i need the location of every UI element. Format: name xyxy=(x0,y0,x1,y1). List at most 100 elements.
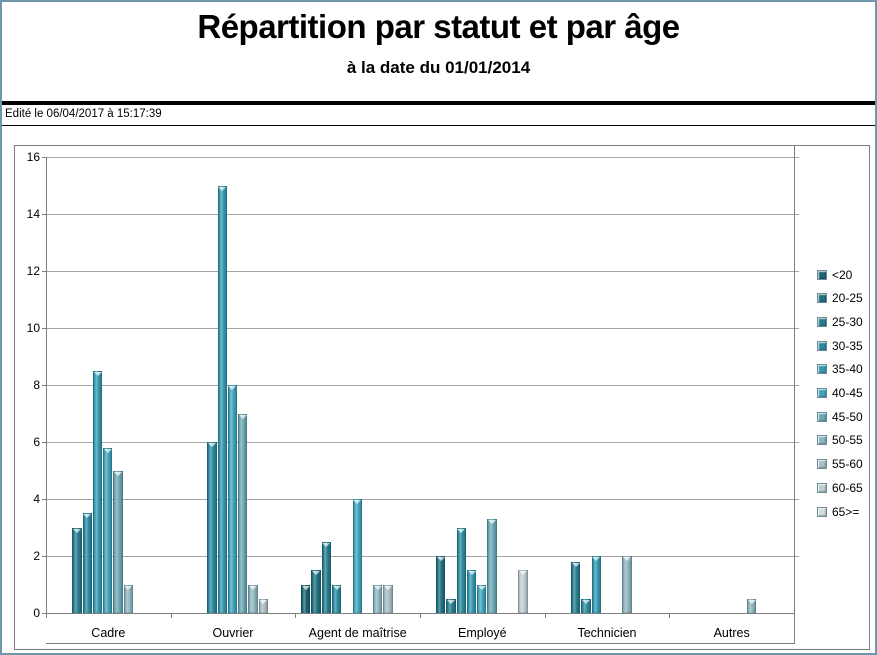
bar xyxy=(72,527,82,613)
bar xyxy=(227,385,238,613)
bar-top-highlight xyxy=(114,471,123,476)
legend-item: 50-55 xyxy=(817,433,863,448)
bar xyxy=(383,584,393,613)
legend-item: 45-50 xyxy=(817,409,863,424)
legend-label: 20-25 xyxy=(832,291,863,306)
bar xyxy=(446,598,456,613)
legend-swatch xyxy=(817,482,827,493)
bar xyxy=(301,584,311,613)
legend-item: <20 xyxy=(817,267,853,282)
legend-swatch xyxy=(817,388,827,398)
x-axis-tick xyxy=(669,613,671,618)
legend-swatch xyxy=(817,364,827,375)
x-axis-category-label: Ouvrier xyxy=(212,626,254,640)
bar-top-highlight xyxy=(353,500,362,504)
plot-frame-right xyxy=(794,146,795,644)
bar-top-highlight xyxy=(207,443,216,447)
chart: 0 2 4 6 8 10 12 14 16 Cadre Ouvrier Agent de maîtri… xyxy=(14,145,870,650)
bar-top-highlight xyxy=(446,599,455,604)
legend-label: 40-45 xyxy=(832,386,863,400)
page-subtitle: à la date du 01/01/2014 xyxy=(346,58,531,77)
y-axis-tick xyxy=(42,327,46,329)
y-axis-tick-label: 2 xyxy=(33,549,40,563)
bar-top-highlight xyxy=(436,557,445,561)
bar xyxy=(217,185,227,613)
legend-label: 65>= xyxy=(832,504,860,519)
bar-top-highlight xyxy=(93,371,102,376)
bar-top-highlight xyxy=(384,585,393,590)
bar-top-highlight xyxy=(83,514,92,519)
legend-item: 55-60 xyxy=(817,457,863,472)
y-axis-tick-label: 4 xyxy=(33,492,40,506)
bar-top-highlight xyxy=(477,585,486,590)
legend-swatch xyxy=(817,435,827,446)
x-axis-category-label: Cadre xyxy=(91,626,126,640)
legend-label: 60-65 xyxy=(832,480,863,495)
y-axis-tick-label: 8 xyxy=(33,378,40,392)
gridline xyxy=(46,213,799,215)
legend-item: 40-45 xyxy=(817,386,863,400)
bar xyxy=(103,447,113,613)
legend-swatch xyxy=(817,293,827,304)
legend-item: 65>= xyxy=(817,504,860,519)
y-axis-tick-label: 16 xyxy=(26,150,40,164)
x-axis-tick xyxy=(170,613,172,618)
gridline xyxy=(46,384,799,386)
bar-top-highlight xyxy=(592,557,601,561)
bar xyxy=(456,527,466,613)
gridline xyxy=(46,498,799,500)
bar xyxy=(113,470,123,613)
bar-top-highlight xyxy=(747,599,756,604)
bar-top-highlight xyxy=(519,571,528,576)
bar xyxy=(622,556,632,613)
bar-top-highlight xyxy=(581,599,590,604)
bar xyxy=(207,442,217,613)
page-title: Répartition par statut et par âge xyxy=(197,8,680,45)
bar-top-highlight xyxy=(311,571,320,576)
legend-swatch xyxy=(817,340,827,351)
bar-top-highlight xyxy=(467,571,476,576)
gridline xyxy=(46,270,799,272)
bar xyxy=(248,584,258,613)
bar xyxy=(581,598,591,613)
legend-label: 30-35 xyxy=(832,338,863,353)
bar-top-highlight xyxy=(228,386,237,390)
legend-item: 35-40 xyxy=(817,362,863,377)
plot-frame-bottom xyxy=(46,643,795,644)
bar-top-highlight xyxy=(623,557,632,561)
gridline xyxy=(46,441,799,443)
x-axis-tick xyxy=(544,613,546,618)
x-axis-tick xyxy=(420,613,421,618)
bar xyxy=(238,413,248,613)
legend-swatch xyxy=(817,269,827,280)
legend-label: 50-55 xyxy=(832,433,863,448)
legend-label: 55-60 xyxy=(832,457,863,472)
y-axis-tick-label: 14 xyxy=(26,207,40,221)
x-axis-tick xyxy=(295,613,297,618)
legend-label: <20 xyxy=(832,267,853,282)
bar-top-highlight xyxy=(218,186,227,191)
y-axis-tick xyxy=(42,441,46,443)
bar xyxy=(466,570,477,613)
legend-label: 35-40 xyxy=(832,362,863,377)
x-axis-category-label: Autres xyxy=(713,626,750,640)
bar xyxy=(747,598,757,613)
header-divider-thick xyxy=(2,101,875,105)
chart-canvas: 0 2 4 6 8 10 12 14 16 Cadre Ouvrier Agent de maîtri… xyxy=(15,146,869,649)
bar xyxy=(477,584,487,613)
y-axis-tick-label: 10 xyxy=(26,321,40,335)
bar-top-highlight xyxy=(103,448,112,453)
x-axis-category-label: Agent de maîtrise xyxy=(308,626,407,640)
bar xyxy=(331,584,342,613)
x-axis-category-label: Employé xyxy=(458,626,507,640)
legend-swatch xyxy=(817,459,827,470)
bar-top-highlight xyxy=(571,562,580,567)
legend-label: 45-50 xyxy=(832,409,863,424)
legend-item: 25-30 xyxy=(817,315,863,329)
y-axis-tick xyxy=(42,156,46,158)
bar xyxy=(518,570,528,613)
bar-top-highlight xyxy=(238,414,247,419)
bar xyxy=(311,570,321,613)
x-axis-category-label: Technicien xyxy=(577,626,637,640)
